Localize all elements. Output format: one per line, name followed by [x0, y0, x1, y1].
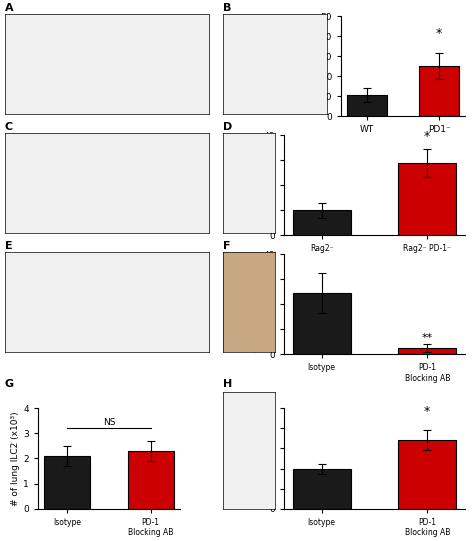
Text: *: *: [424, 130, 430, 143]
Bar: [347, 95, 387, 116]
Text: D: D: [223, 122, 232, 131]
Bar: [292, 210, 351, 235]
Text: **: **: [422, 333, 433, 343]
Y-axis label: % of TNF-α⁺ ILC2s: % of TNF-α⁺ ILC2s: [252, 144, 261, 226]
Text: *: *: [424, 405, 430, 419]
Text: G: G: [5, 379, 14, 388]
Text: *: *: [436, 27, 442, 40]
Text: NS: NS: [103, 418, 115, 427]
Text: C: C: [5, 122, 13, 131]
Text: E: E: [5, 241, 12, 250]
Bar: [292, 293, 351, 354]
Text: H: H: [223, 379, 232, 388]
Bar: [398, 163, 456, 235]
Y-axis label: # of tumors per field: # of tumors per field: [252, 257, 261, 352]
Bar: [128, 451, 173, 509]
Text: B: B: [223, 3, 231, 12]
Bar: [292, 469, 351, 509]
Y-axis label: # of lung ILC2 (x10³): # of lung ILC2 (x10³): [11, 411, 20, 506]
Bar: [398, 440, 456, 509]
Bar: [45, 456, 90, 509]
Text: A: A: [5, 3, 13, 12]
Y-axis label: % of TNF-α⁺ ILC2s: % of TNF-α⁺ ILC2s: [246, 418, 255, 499]
Bar: [398, 348, 456, 354]
Bar: [419, 67, 459, 116]
Text: F: F: [223, 241, 230, 250]
Y-axis label: % of TNF-α⁺ ILC2s: % of TNF-α⁺ ILC2s: [309, 25, 318, 107]
